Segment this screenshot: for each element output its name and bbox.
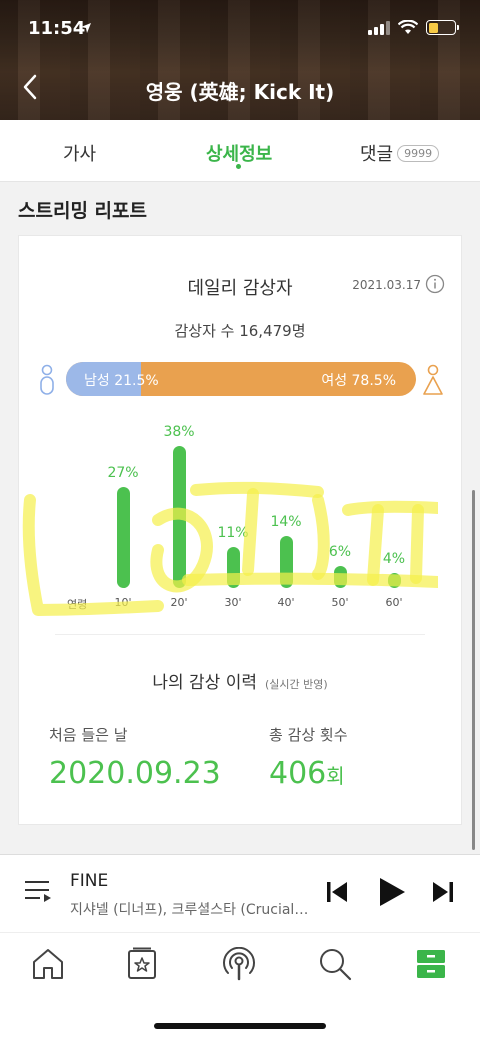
total-plays-value: 406회 — [269, 756, 345, 791]
gender-male-segment — [66, 362, 142, 396]
podcast-icon[interactable] — [222, 947, 256, 981]
age-value-label-1: 38% — [163, 424, 195, 440]
streaming-report-card: 데일리 감상자 2021.03.17 감상자 수 16,479명 남성 21.5… — [18, 235, 462, 825]
age-bar-4 — [333, 565, 347, 588]
age-category-label-5: 60' — [385, 596, 403, 609]
female-ratio-label: 여성 78.5% — [321, 373, 396, 389]
wifi-icon — [398, 20, 418, 34]
comment-count-badge: 9999 — [397, 145, 440, 162]
playlist-icon[interactable] — [24, 879, 52, 905]
status-bar: 11:54 — [0, 0, 480, 56]
tab-comments[interactable]: 댓글 9999 — [360, 140, 440, 166]
chevron-left-icon — [23, 74, 37, 100]
age-bar-2 — [226, 546, 240, 588]
active-tab-indicator — [236, 164, 241, 169]
tab-details[interactable]: 상세정보 — [206, 144, 273, 165]
play-button[interactable] — [378, 877, 406, 907]
age-bar-0 — [116, 487, 130, 588]
tab-comments-label: 댓글 — [360, 144, 394, 165]
skip-previous-icon — [327, 882, 331, 902]
age-value-label-3: 14% — [270, 513, 302, 530]
age-bar-5 — [387, 573, 401, 588]
now-playing-title[interactable]: FINE — [70, 871, 109, 891]
cellular-signal-icon — [368, 20, 390, 35]
total-plays-number: 406 — [269, 756, 327, 791]
male-icon — [40, 364, 54, 395]
page-title: 영웅 (英雄; Kick It) — [145, 80, 335, 104]
status-icons — [368, 20, 459, 35]
bottom-navigation — [0, 932, 480, 1039]
skip-next-button[interactable] — [432, 881, 454, 903]
age-value-label-0: 27% — [107, 465, 139, 482]
back-button[interactable] — [16, 72, 46, 102]
divider — [55, 634, 425, 635]
age-bar-3 — [279, 535, 293, 588]
mini-player[interactable]: FINE 지샤넬 (디너프), 크루셜스타 (Crucial Star) — [0, 854, 480, 932]
first-listen-date: 2020.09.23 — [49, 756, 221, 791]
battery-icon — [426, 20, 459, 35]
daily-listeners-title: 데일리 감상자 — [187, 278, 293, 299]
age-category-label-2: 30' — [224, 596, 242, 609]
info-icon[interactable] — [425, 274, 445, 294]
star-card-icon[interactable] — [125, 947, 159, 981]
age-distribution-chart: 연령 27% 10' 38% 20' 11% 30' 14% 40' 6% 50' 4% 60' — [19, 414, 463, 614]
drawer-icon[interactable] — [414, 947, 448, 981]
age-category-label-3: 40' — [277, 596, 295, 609]
play-icon — [380, 878, 405, 906]
age-value-label-2: 11% — [217, 524, 249, 541]
age-value-label-4: 6% — [328, 543, 352, 560]
home-indicator — [154, 1023, 326, 1029]
history-subtitle: (실시간 반영) — [264, 678, 328, 691]
status-time: 11:54 — [28, 18, 86, 39]
first-listen-label: 처음 들은 날 — [49, 726, 128, 744]
age-axis-title: 연령 — [67, 598, 88, 611]
song-header: 11:54 영웅 (英雄; Kick It) — [0, 0, 480, 120]
skip-next-icon — [433, 882, 448, 902]
tab-bar: 가사 상세정보 댓글 9999 — [0, 120, 480, 182]
history-title-text: 나의 감상 이력 — [152, 673, 257, 693]
age-category-label-4: 50' — [331, 596, 349, 609]
home-icon[interactable] — [31, 947, 65, 981]
tab-lyrics[interactable]: 가사 — [63, 144, 97, 165]
listening-history-title: 나의 감상 이력 (실시간 반영) — [19, 668, 461, 693]
skip-previous-button[interactable] — [326, 881, 348, 903]
scrollbar[interactable] — [472, 490, 475, 850]
search-icon[interactable] — [318, 947, 352, 981]
total-plays-unit: 회 — [326, 764, 345, 788]
total-plays-label: 총 감상 횟수 — [269, 726, 348, 744]
listener-count: 감상자 수 16,479명 — [174, 322, 306, 340]
now-playing-artist[interactable]: 지샤넬 (디너프), 크루셜스타 (Crucial Star) — [70, 902, 310, 918]
age-bar-1 — [172, 446, 186, 588]
report-date: 2021.03.17 — [352, 278, 421, 292]
section-title: 스트리밍 리포트 — [18, 200, 147, 222]
female-icon — [423, 364, 443, 395]
age-category-label-1: 20' — [170, 596, 188, 609]
age-value-label-5: 4% — [382, 551, 406, 568]
age-category-label-0: 10' — [114, 596, 132, 609]
gender-ratio-bar: 남성 21.5% 여성 78.5% — [66, 362, 416, 396]
male-ratio-label: 남성 21.5% — [84, 373, 159, 389]
location-arrow-icon — [81, 23, 91, 33]
